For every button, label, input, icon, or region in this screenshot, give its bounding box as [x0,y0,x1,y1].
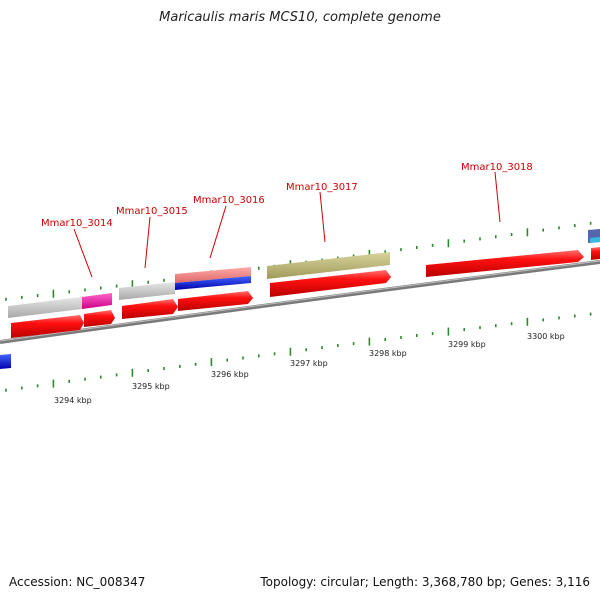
feature-blue-left[interactable] [0,354,11,369]
feature-gray-3015[interactable] [119,282,175,300]
scale-label-3295: 3295 kbp [132,382,170,391]
label-leaders [73,171,501,278]
genome-backbone [0,260,600,344]
map-title: Maricaulis maris MCS10, complete genome [159,10,441,25]
scale-label-3299: 3299 kbp [448,340,486,349]
scale-label-3297: 3297 kbp [290,359,328,368]
cds-arrow-3014b[interactable] [84,310,115,327]
cds-arrow-3016[interactable] [178,291,253,311]
feature-cyan-edge[interactable] [590,237,600,243]
cds-arrow-3014a[interactable] [11,315,84,338]
scale-label-3296: 3296 kbp [211,370,249,379]
scale-label-3294: 3294 kbp [54,396,92,405]
gene-label-3018[interactable]: Mmar10_3018 [461,162,533,173]
cds-arrow-3015[interactable] [122,299,178,319]
feature-olive-3017[interactable] [267,252,390,279]
leader-3014 [73,228,93,278]
topology-text: Topology: circular; Length: 3,368,780 bp… [260,575,590,589]
feature-gray-3014[interactable] [8,297,82,318]
feature-track-upper [0,229,600,369]
scale-label-3298: 3298 kbp [369,349,407,358]
cds-arrow-3018[interactable] [426,250,584,277]
gene-label-3017[interactable]: Mmar10_3017 [286,182,358,193]
leader-3015 [144,216,151,269]
accession-text: Accession: NC_008347 [9,575,146,589]
leader-3017 [319,191,326,243]
leader-3016 [209,205,227,259]
cds-arrow-3017[interactable] [270,270,391,297]
feature-salmon-3016[interactable] [175,267,251,283]
gene-label-3015[interactable]: Mmar10_3015 [116,206,188,217]
leader-3018 [494,171,501,223]
cds-arrow-edge[interactable] [591,247,600,260]
cds-track [11,247,600,338]
lower-tick-row [5,312,592,392]
gene-label-3014[interactable]: Mmar10_3014 [41,218,113,229]
feature-pink-3014[interactable] [82,293,112,309]
feature-blue-3016[interactable] [175,276,251,290]
gene-label-3016[interactable]: Mmar10_3016 [193,195,265,206]
scale-label-3300: 3300 kbp [527,332,565,341]
genome-backbone-highlight [0,260,600,342]
